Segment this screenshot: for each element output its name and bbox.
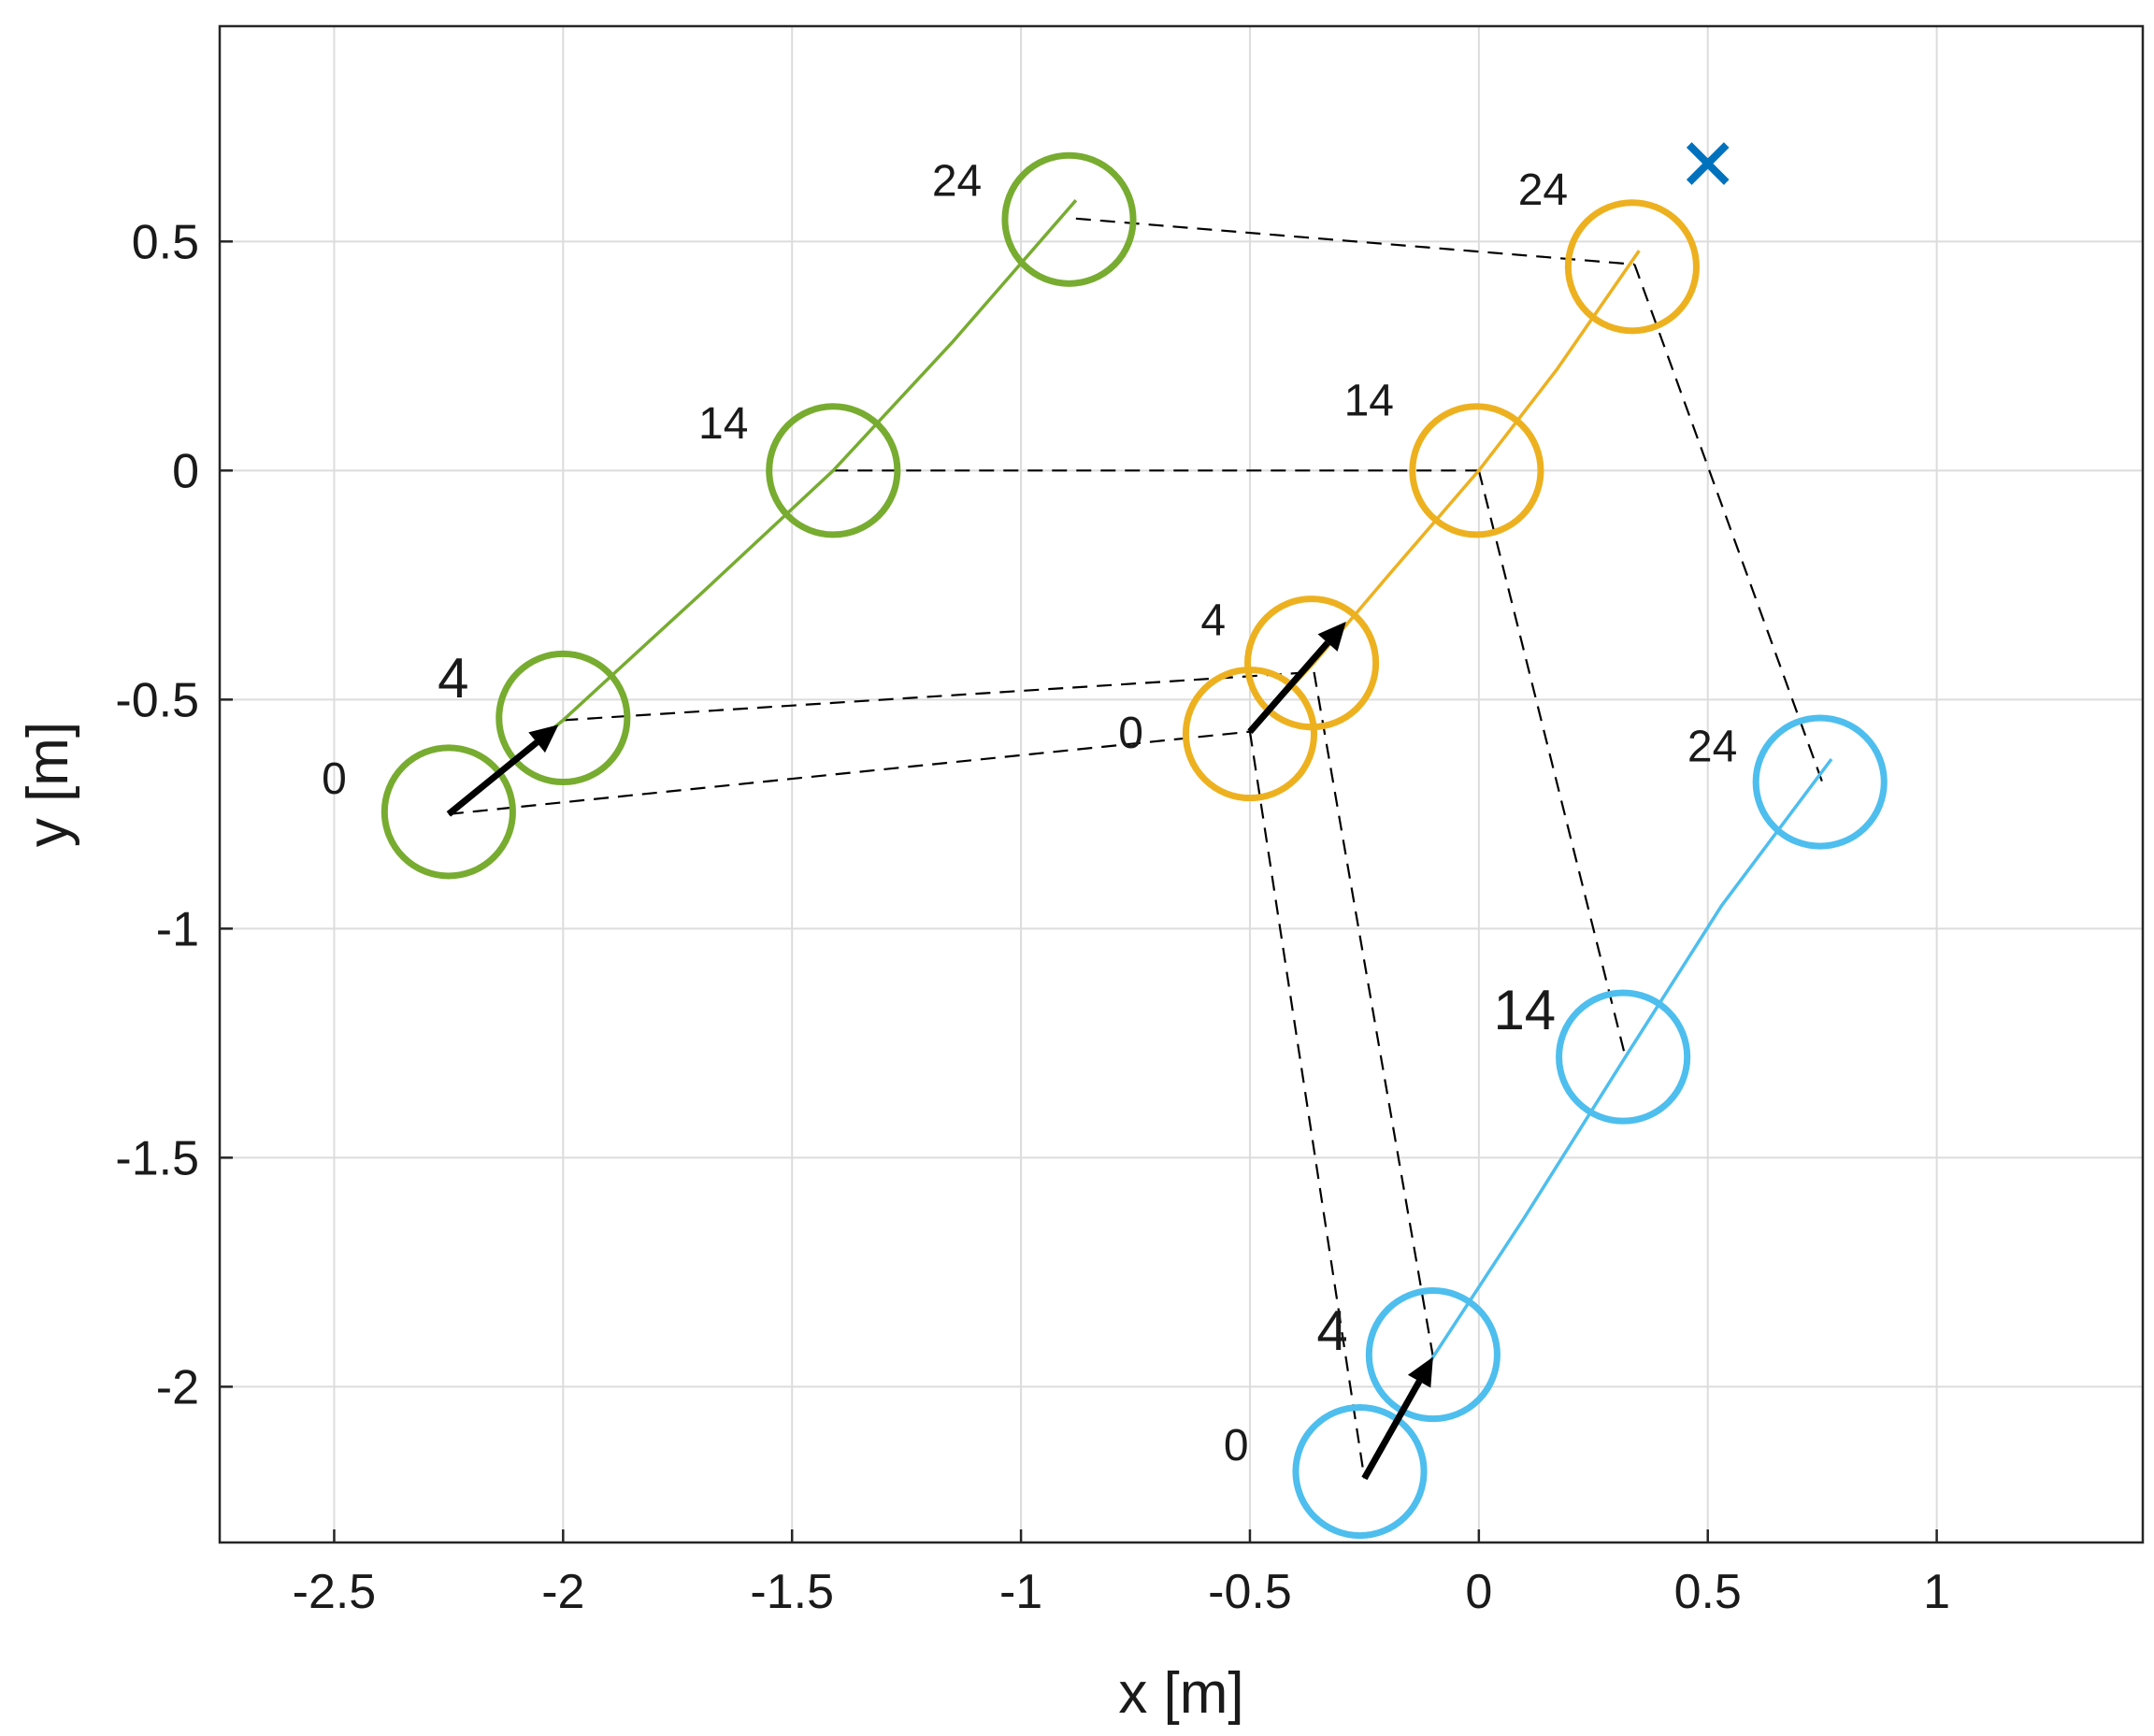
robot-circle-t24	[1564, 199, 1700, 335]
trajectory-green	[447, 199, 1078, 816]
x-tick-label: -1	[999, 1565, 1042, 1619]
y-tick-label: 0.5	[132, 215, 199, 269]
x-tick-label: -2	[541, 1565, 584, 1619]
robot-circle-t24	[1752, 714, 1888, 850]
y-tick-label: 0	[172, 444, 199, 498]
time-labels: 0 4 14 24 0 4 14 24 0 4 14 24	[322, 156, 1737, 1470]
dashed-link	[1477, 470, 1627, 1057]
robot-circle-t4	[495, 650, 631, 786]
heading-arrow-shaft	[446, 739, 539, 817]
time-label-orange: 0	[1118, 709, 1143, 758]
y-tick-label: -1.5	[115, 1131, 199, 1185]
series-blue	[1292, 714, 1888, 1540]
target-x-stroke	[1686, 142, 1730, 185]
series-orange	[1182, 199, 1700, 802]
y-tick-label: -2	[156, 1360, 199, 1414]
heading-arrow-head	[1317, 622, 1346, 652]
y-tick-label: -0.5	[115, 673, 199, 727]
heading-arrow-shaft	[1247, 640, 1330, 734]
series-group	[381, 151, 1888, 1540]
tick-labels: -2.5 -2 -1.5 -1 -0.5 0 0.5 1 0.5 0 -0.5 -1 -1.5 -2	[115, 215, 1950, 1619]
link-lines	[448, 217, 1824, 1479]
time-label-orange: 24	[1518, 165, 1568, 215]
time-label-orange: 14	[1344, 377, 1394, 426]
robot-circle-t0	[381, 744, 516, 880]
time-label-blue: 14	[1493, 979, 1556, 1041]
robot-circle-t24	[1001, 151, 1137, 287]
heading-arrow-head	[528, 725, 559, 753]
grid	[220, 26, 2143, 1542]
heading-arrow-head	[1407, 1356, 1433, 1388]
x-axis-label: x [m]	[1118, 1661, 1243, 1726]
x-tick-label: 0.5	[1674, 1565, 1742, 1619]
series-green	[381, 151, 1137, 880]
time-label-green: 4	[438, 647, 468, 710]
x-tick-label: -0.5	[1208, 1565, 1292, 1619]
robot-circle-t14	[1409, 403, 1544, 538]
dashed-link	[448, 730, 1251, 815]
heading-arrow-shaft	[1361, 1379, 1423, 1481]
axes-box	[218, 24, 2145, 1544]
robot-circle-t14	[766, 403, 901, 538]
dashed-link	[1633, 264, 1824, 782]
dashed-link	[1248, 731, 1366, 1479]
dashed-link	[1313, 671, 1434, 1357]
time-label-green: 14	[698, 399, 748, 449]
target-marker	[1686, 142, 1730, 185]
time-label-blue: 0	[1224, 1421, 1249, 1471]
robot-circle-t0	[1292, 1403, 1428, 1540]
dashed-link	[1075, 217, 1635, 265]
arrow-group	[446, 622, 1433, 1481]
dashed-link	[563, 670, 1314, 722]
x-tick-label: 0	[1465, 1565, 1492, 1619]
x-tick-label: -1.5	[750, 1565, 834, 1619]
robot-circle-t14	[1556, 989, 1691, 1125]
trajectory-orange	[1248, 250, 1641, 733]
time-label-green: 0	[322, 754, 347, 804]
time-label-blue: 24	[1687, 722, 1737, 771]
time-label-green: 24	[932, 156, 982, 206]
y-tick-label: -1	[156, 902, 199, 956]
x-tick-label: -2.5	[293, 1565, 377, 1619]
robot-circle-t4	[1365, 1287, 1501, 1423]
time-label-orange: 4	[1200, 596, 1226, 646]
robot-circle-t4	[1244, 595, 1380, 731]
y-axis-label: y [m]	[16, 722, 80, 847]
time-label-blue: 4	[1316, 1299, 1347, 1362]
x-tick-label: 1	[1923, 1565, 1950, 1619]
